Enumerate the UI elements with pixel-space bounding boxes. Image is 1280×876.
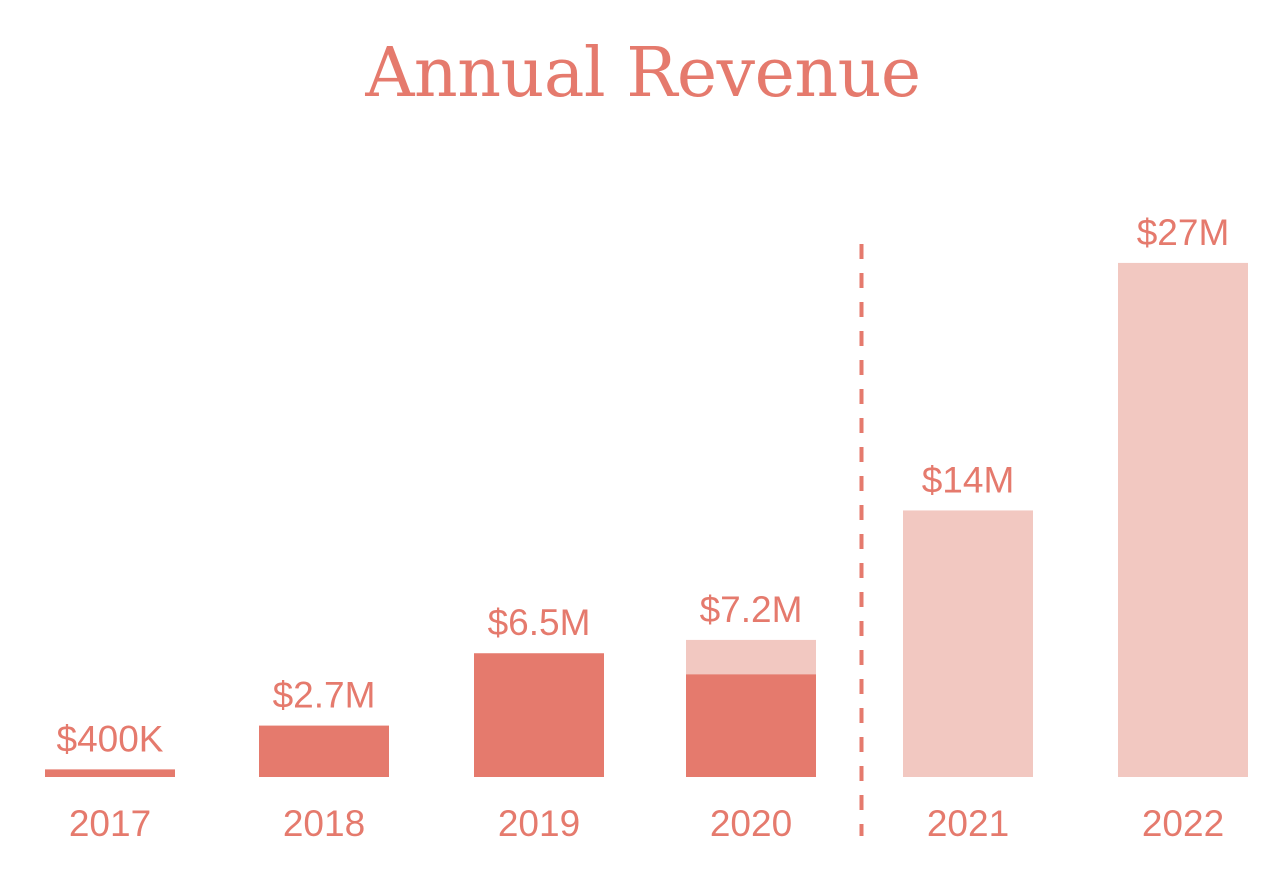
labels-layer: $400K 2017 $2.7M 2018 $6.5M 2019 $7.2M 2020 $14M… xyxy=(57,212,1230,844)
bar-2020-projected xyxy=(686,639,816,675)
value-label-2017: $400K xyxy=(57,718,164,759)
bar-2017-actual xyxy=(45,769,175,777)
bars-layer xyxy=(45,262,1248,777)
category-label-2021: 2021 xyxy=(927,803,1009,844)
category-label-2018: 2018 xyxy=(283,803,365,844)
value-label-2019: $6.5M xyxy=(488,602,591,643)
category-label-2017: 2017 xyxy=(69,803,151,844)
bar-2018-actual xyxy=(259,725,389,777)
value-label-2018: $2.7M xyxy=(273,675,376,716)
chart-title: Annual Revenue xyxy=(365,34,921,113)
category-label-2022: 2022 xyxy=(1142,803,1224,844)
bar-2021-projected xyxy=(903,510,1033,777)
bar-2020-actual xyxy=(686,674,816,777)
category-label-2019: 2019 xyxy=(498,803,580,844)
value-label-2020: $7.2M xyxy=(700,589,803,630)
bar-2019-actual xyxy=(474,653,604,777)
bar-2022-projected xyxy=(1118,262,1248,777)
value-label-2021: $14M xyxy=(922,459,1015,500)
category-label-2020: 2020 xyxy=(710,803,792,844)
value-label-2022: $27M xyxy=(1137,212,1230,253)
